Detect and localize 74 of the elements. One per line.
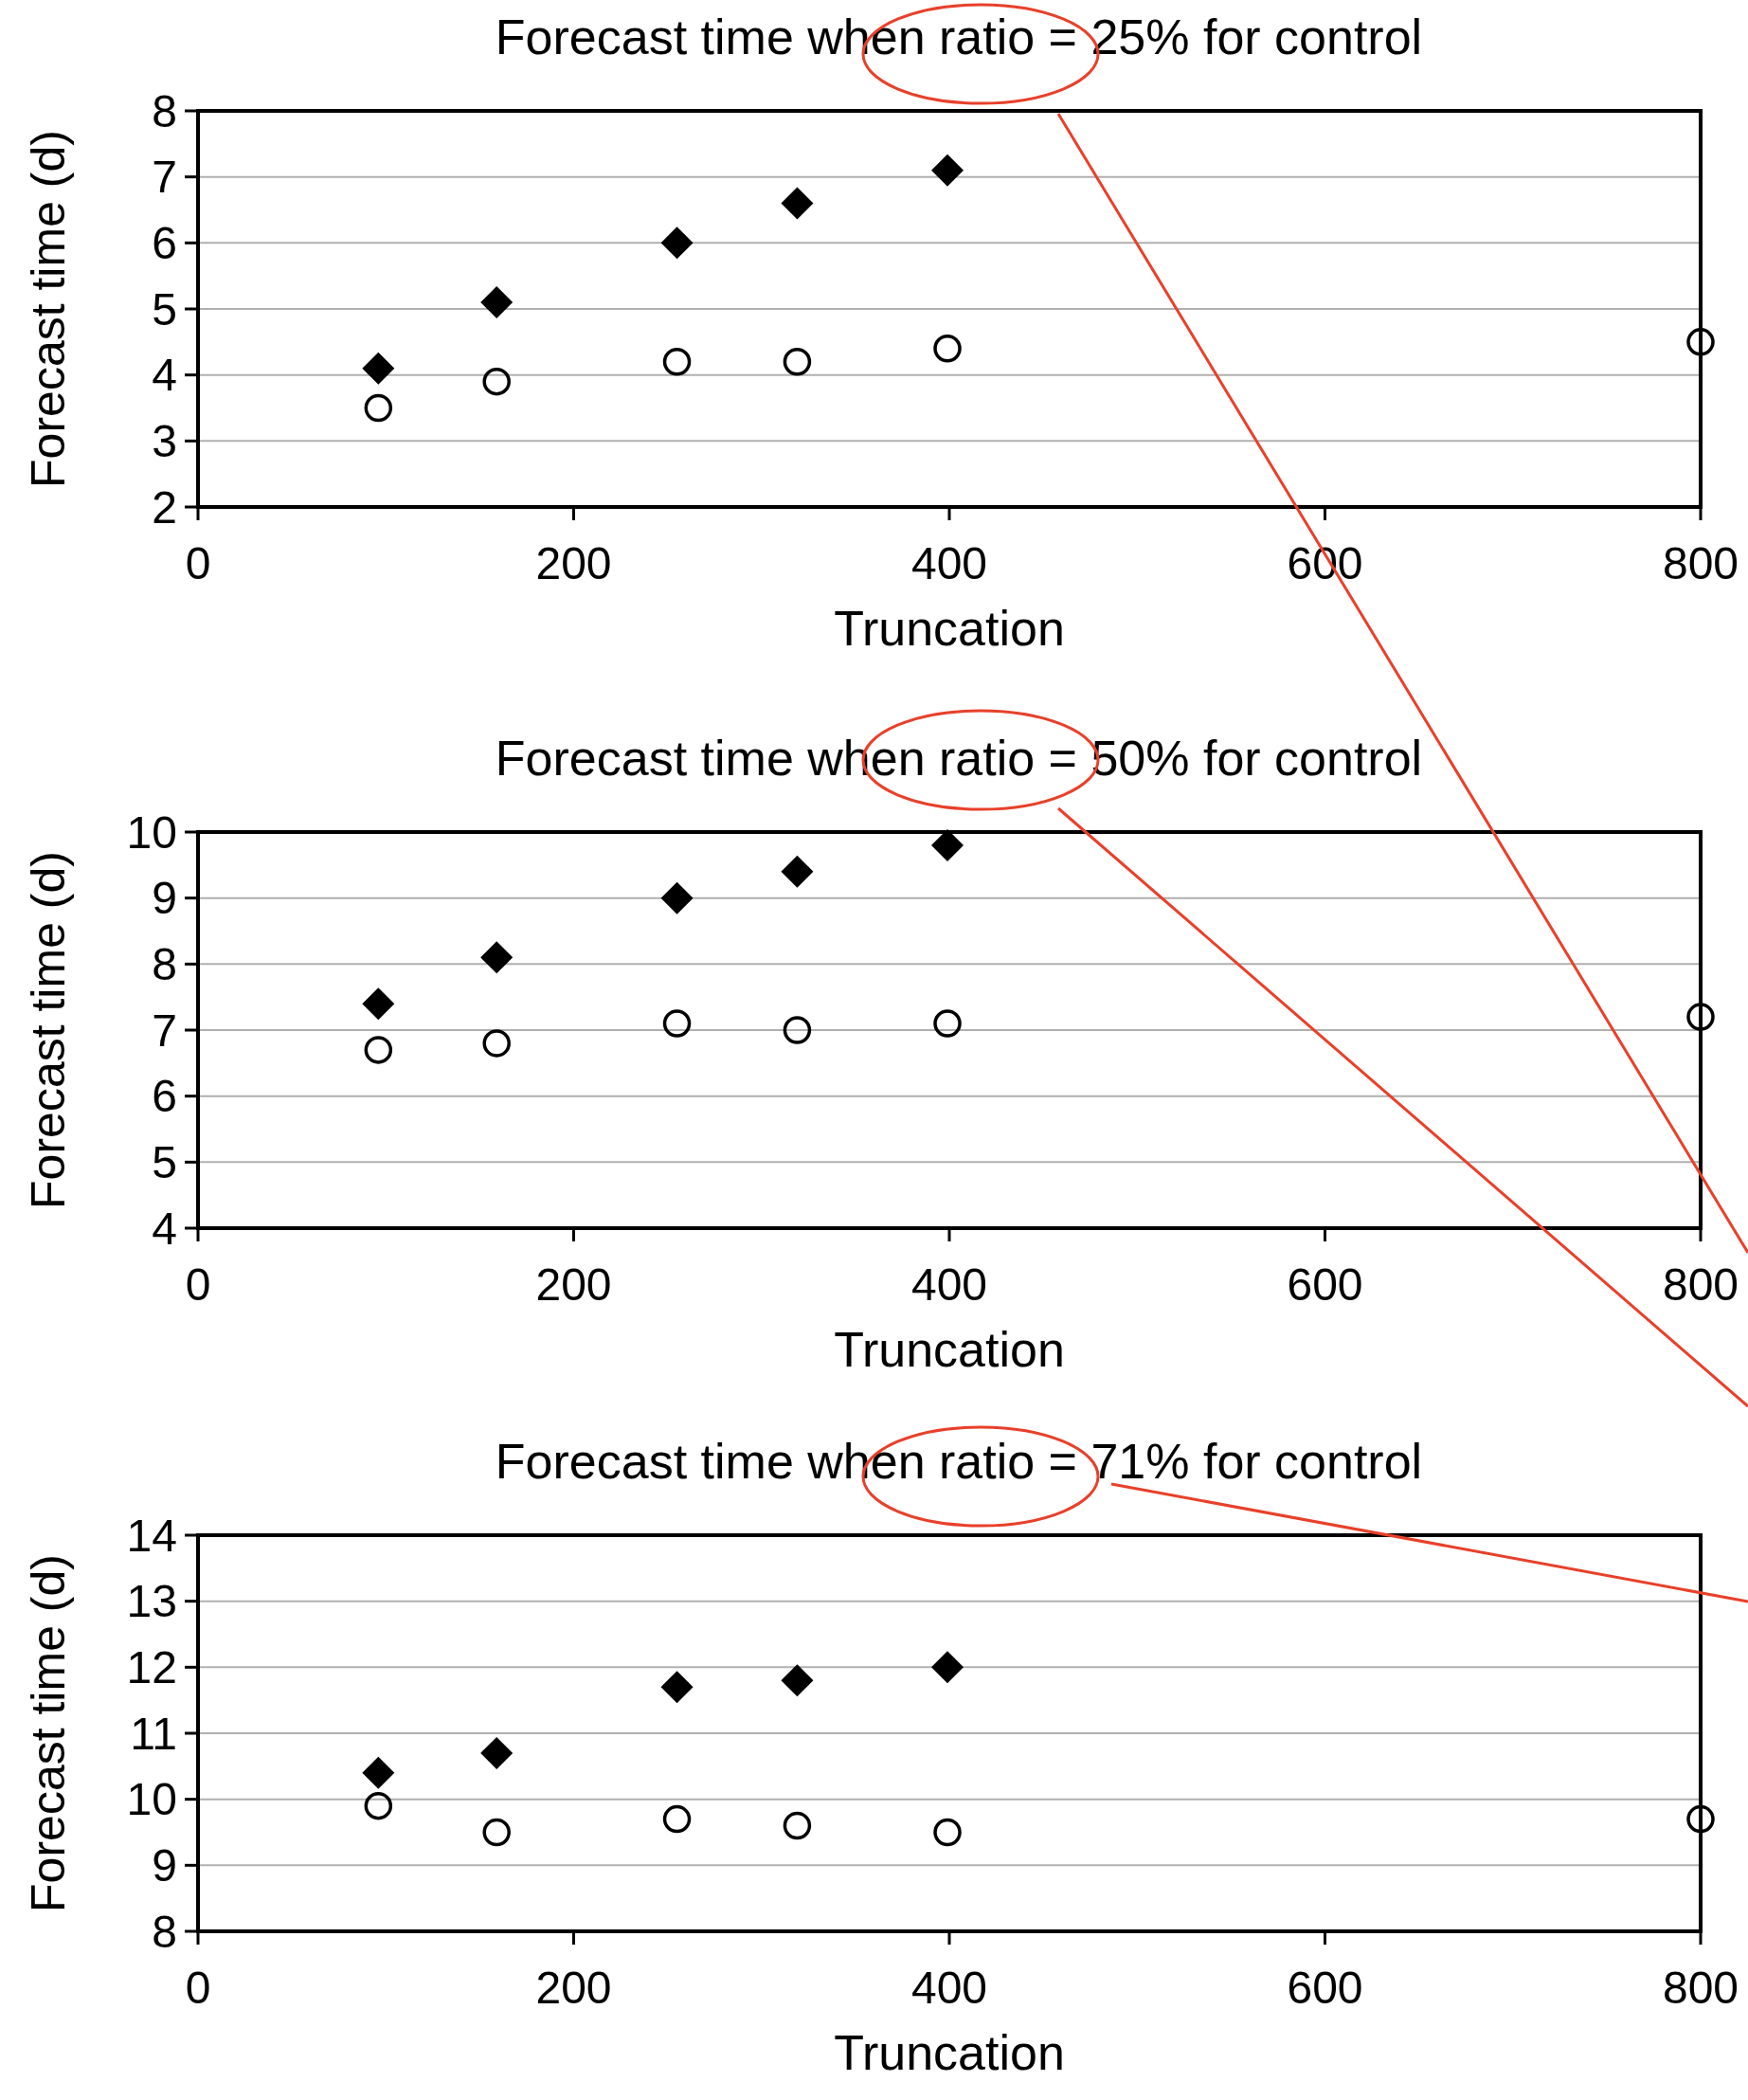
point (662, 1009, 692, 1038)
y-tick-label: 7 (152, 1005, 177, 1056)
point (933, 1818, 962, 1847)
point (1686, 1804, 1715, 1834)
y-tick-label: 7 (152, 152, 177, 203)
y-tick-label: 8 (152, 939, 177, 990)
point (931, 828, 964, 861)
point (660, 226, 694, 260)
x-axis-title: Truncation (834, 1322, 1065, 1377)
x-tick-label: 800 (1662, 1963, 1739, 2013)
point (480, 941, 514, 974)
point (362, 987, 395, 1021)
point (364, 1791, 393, 1820)
y-tick-label: 10 (126, 1774, 177, 1825)
y-axis-title: Forecast time (d) (22, 1554, 75, 1912)
y-tick-label: 8 (152, 85, 177, 136)
y-tick-label: 6 (152, 218, 177, 269)
x-tick-label: 200 (535, 1259, 612, 1310)
x-tick-label: 0 (185, 1259, 211, 1310)
point (783, 1016, 812, 1044)
x-axis-title: Truncation (834, 601, 1065, 656)
y-tick-label: 13 (126, 1576, 177, 1627)
y-axis-title: Forecast time (d) (22, 130, 75, 488)
y-tick-label: 12 (126, 1642, 177, 1693)
y-tick-label: 10 (126, 806, 177, 858)
point (1686, 328, 1715, 356)
y-tick-label: 14 (126, 1510, 177, 1561)
x-axis-title: Truncation (834, 2025, 1065, 2080)
y-tick-label: 5 (152, 1137, 177, 1188)
point (482, 367, 511, 396)
y-tick-label: 11 (130, 1708, 177, 1759)
x-tick-label: 600 (1287, 1963, 1363, 2013)
y-tick-label: 9 (152, 873, 177, 924)
y-tick-label: 5 (152, 283, 177, 335)
point (933, 335, 962, 363)
x-tick-label: 800 (1662, 1259, 1739, 1310)
y-tick-label: 6 (152, 1071, 177, 1122)
point (781, 187, 814, 220)
x-tick-label: 200 (535, 1963, 612, 2013)
point (1686, 1003, 1715, 1031)
x-tick-label: 400 (910, 1963, 988, 2013)
point (781, 855, 814, 888)
x-tick-label: 400 (910, 1259, 988, 1310)
x-tick-label: 0 (185, 538, 211, 588)
y-tick-label: 3 (152, 416, 177, 467)
point (362, 1756, 395, 1789)
point (362, 352, 395, 385)
y-tick-label: 4 (152, 350, 177, 401)
point (660, 881, 694, 914)
x-tick-label: 200 (535, 538, 612, 588)
x-tick-label: 800 (1662, 538, 1739, 588)
x-tick-label: 0 (185, 1963, 211, 2013)
y-tick-label: 9 (152, 1840, 177, 1892)
point (931, 154, 964, 187)
point (480, 286, 514, 319)
point (482, 1818, 511, 1847)
point (364, 393, 393, 423)
point (662, 1804, 692, 1834)
x-tick-label: 600 (1287, 1259, 1363, 1310)
point (660, 1671, 694, 1704)
point (480, 1736, 514, 1769)
x-tick-label: 400 (910, 538, 988, 588)
point (781, 1664, 814, 1697)
y-tick-label: 8 (152, 1906, 177, 1957)
point (364, 1036, 393, 1064)
point (783, 347, 812, 376)
point (482, 1029, 511, 1058)
point (662, 347, 692, 376)
y-axis-title: Forecast time (d) (22, 851, 75, 1209)
point (931, 1651, 964, 1684)
y-tick-label: 2 (152, 481, 177, 533)
point (783, 1811, 812, 1840)
y-tick-label: 4 (152, 1203, 177, 1254)
point (933, 1009, 962, 1038)
